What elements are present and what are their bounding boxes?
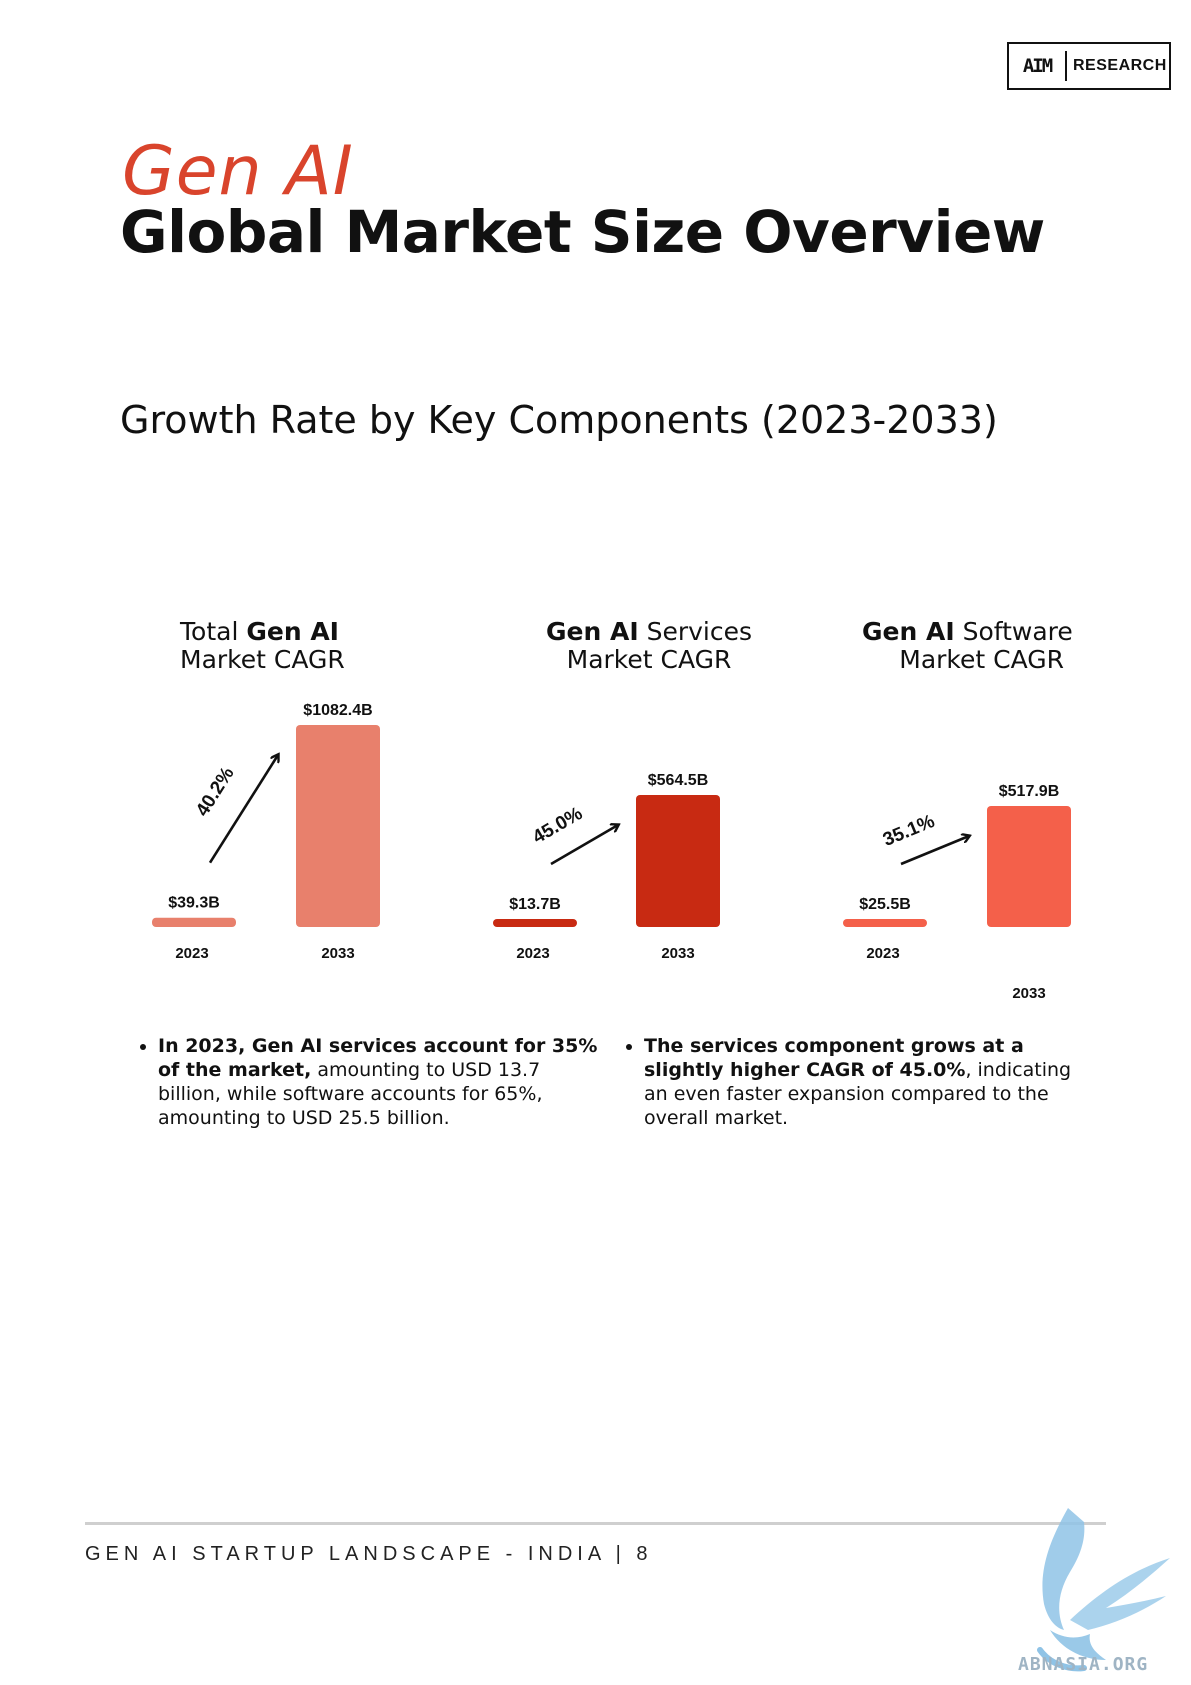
cagr-label: 45.0%	[529, 803, 586, 848]
bullet-item: In 2023, Gen AI services account for 35%…	[158, 1034, 598, 1130]
bar-2033	[636, 795, 720, 927]
panel-title-bold: Gen AI	[546, 617, 639, 646]
cagr-label: 40.2%	[192, 763, 239, 820]
panel-title-bold: Gen AI	[246, 617, 339, 646]
bar-value-label: $1082.4B	[303, 702, 372, 719]
footer-divider	[85, 1522, 1106, 1525]
panel-title-bold: Gen AI	[862, 617, 955, 646]
footer-text: GEN AI STARTUP LANDSCAPE - INDIA | 8	[85, 1543, 653, 1565]
bullet-text: amounting to USD 13.7 billion, while sof…	[158, 1059, 543, 1129]
aim-research-logo: AIM RESEARCH	[1007, 42, 1171, 90]
panel-title-total: Total Gen AI Market CAGR	[180, 618, 345, 674]
watermark-text: ABNASIA.ORG	[1018, 1654, 1149, 1675]
bullet-bold: The services component grows at a slight…	[644, 1035, 1024, 1081]
panel-title-post: Software	[954, 617, 1073, 646]
year-tick-label: 2033	[321, 945, 354, 962]
panel-title-services: Gen AI Services Market CAGR	[546, 618, 752, 674]
year-tick-label: 2033	[661, 945, 694, 962]
bullet-list-left: In 2023, Gen AI services account for 35%…	[138, 1034, 598, 1130]
panel-title-software: Gen AI Software Market CAGR	[862, 617, 1073, 674]
logo-divider	[1065, 51, 1067, 81]
bullet-item: The services component grows at a slight…	[644, 1034, 1084, 1130]
bar-2033	[987, 806, 1071, 927]
page-title: Global Market Size Overview	[120, 198, 1045, 266]
logo-mark: AIM	[1022, 55, 1053, 77]
panel-title-post: Services	[638, 617, 753, 646]
bullet-text: , indicating an even faster expansion co…	[644, 1059, 1072, 1129]
bar-value-label: $39.3B	[168, 895, 220, 912]
bullet-list-right: The services component grows at a slight…	[624, 1034, 1084, 1130]
section-subtitle: Growth Rate by Key Components (2023-2033…	[120, 398, 998, 442]
cagr-arrow	[550, 825, 618, 866]
bar-value-label: $517.9B	[999, 783, 1060, 800]
bar-value-label: $25.5B	[859, 896, 911, 913]
panel-title-line2: Market CAGR	[180, 645, 345, 674]
bar-value-label: $564.5B	[648, 772, 709, 789]
cagr-arrow	[900, 836, 969, 866]
year-tick-label: 2033	[1012, 985, 1045, 1002]
year-tick-label: 2023	[866, 945, 899, 962]
panel-title-pre: Total	[180, 617, 247, 646]
bar-2033	[296, 725, 380, 927]
bar-2023	[493, 919, 577, 927]
panel-title-line2: Market CAGR	[566, 645, 732, 674]
cagr-arrow	[208, 755, 278, 864]
year-tick-label: 2023	[175, 945, 208, 962]
logo-label: RESEARCH	[1073, 57, 1167, 74]
cagr-label: 35.1%	[880, 811, 938, 851]
year-tick-label: 2023	[516, 945, 549, 962]
griffin-watermark-icon	[1037, 1508, 1170, 1672]
bullet-bold: In 2023, Gen AI services account for 35%…	[158, 1035, 598, 1081]
panel-title-line2: Market CAGR	[899, 645, 1064, 674]
bar-2023	[152, 917, 236, 927]
page-title-accent: Gen AI	[122, 132, 354, 211]
bar-value-label: $13.7B	[509, 896, 561, 913]
bar-2023	[843, 919, 927, 927]
